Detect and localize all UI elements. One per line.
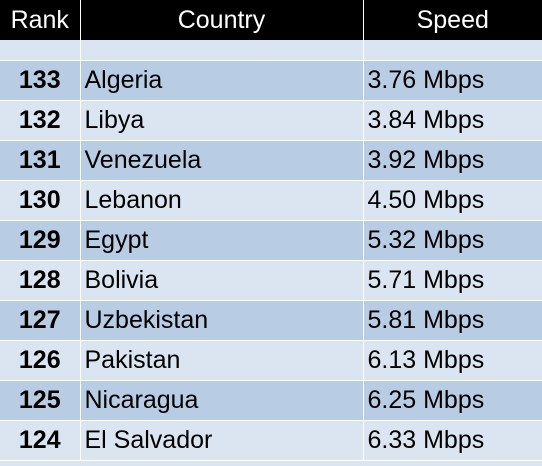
rank-column-header: Rank xyxy=(0,0,81,40)
country-cell: Pakistan xyxy=(80,340,364,381)
rank-cell: 125 xyxy=(0,380,81,421)
rank-cell: 128 xyxy=(0,260,81,301)
empty-cell xyxy=(0,40,81,61)
country-cell: Algeria xyxy=(80,60,364,101)
country-cell: Bolivia xyxy=(80,260,364,301)
speed-column-header: Speed xyxy=(363,0,542,40)
table-row: 128 Bolivia 5.71 Mbps xyxy=(0,260,542,301)
speed-cell: 5.81 Mbps xyxy=(363,300,542,341)
table-row: 133 Algeria 3.76 Mbps xyxy=(0,60,542,101)
table-row: 126 Pakistan 6.13 Mbps xyxy=(0,340,542,381)
rank-cell: 129 xyxy=(0,220,81,261)
table-row: 125 Nicaragua 6.25 Mbps xyxy=(0,380,542,421)
rank-cell: 133 xyxy=(0,60,81,101)
country-cell: Egypt xyxy=(80,220,364,261)
speed-cell: 6.33 Mbps xyxy=(363,420,542,461)
country-cell: Libya xyxy=(80,100,364,141)
rank-cell: 124 xyxy=(0,420,81,461)
empty-row xyxy=(0,40,542,61)
speed-cell: 6.13 Mbps xyxy=(363,340,542,381)
speed-cell: 3.76 Mbps xyxy=(363,60,542,101)
speed-cell: 3.84 Mbps xyxy=(363,100,542,141)
country-cell: El Salvador xyxy=(80,420,364,461)
table-row: 131 Venezuela 3.92 Mbps xyxy=(0,140,542,181)
speed-cell: 6.25 Mbps xyxy=(363,380,542,421)
rank-cell: 131 xyxy=(0,140,81,181)
empty-cell xyxy=(363,40,542,61)
country-cell: Uzbekistan xyxy=(80,300,364,341)
rank-cell: 132 xyxy=(0,100,81,141)
rank-cell: 127 xyxy=(0,300,81,341)
table-row: 129 Egypt 5.32 Mbps xyxy=(0,220,542,261)
table-body: 133 Algeria 3.76 Mbps 132 Libya 3.84 Mbp… xyxy=(0,40,542,461)
rank-cell: 130 xyxy=(0,180,81,221)
header-row: Rank Country Speed xyxy=(0,0,542,40)
speed-cell: 5.32 Mbps xyxy=(363,220,542,261)
country-column-header: Country xyxy=(80,0,364,40)
table-row: 124 El Salvador 6.33 Mbps xyxy=(0,420,542,461)
empty-cell xyxy=(80,40,364,61)
rank-cell: 126 xyxy=(0,340,81,381)
table-row: 127 Uzbekistan 5.81 Mbps xyxy=(0,300,542,341)
speed-cell: 5.71 Mbps xyxy=(363,260,542,301)
speed-cell: 4.50 Mbps xyxy=(363,180,542,221)
country-cell: Venezuela xyxy=(80,140,364,181)
table-row: 130 Lebanon 4.50 Mbps xyxy=(0,180,542,221)
speed-cell: 3.92 Mbps xyxy=(363,140,542,181)
country-cell: Lebanon xyxy=(80,180,364,221)
table-row: 132 Libya 3.84 Mbps xyxy=(0,100,542,141)
country-cell: Nicaragua xyxy=(80,380,364,421)
